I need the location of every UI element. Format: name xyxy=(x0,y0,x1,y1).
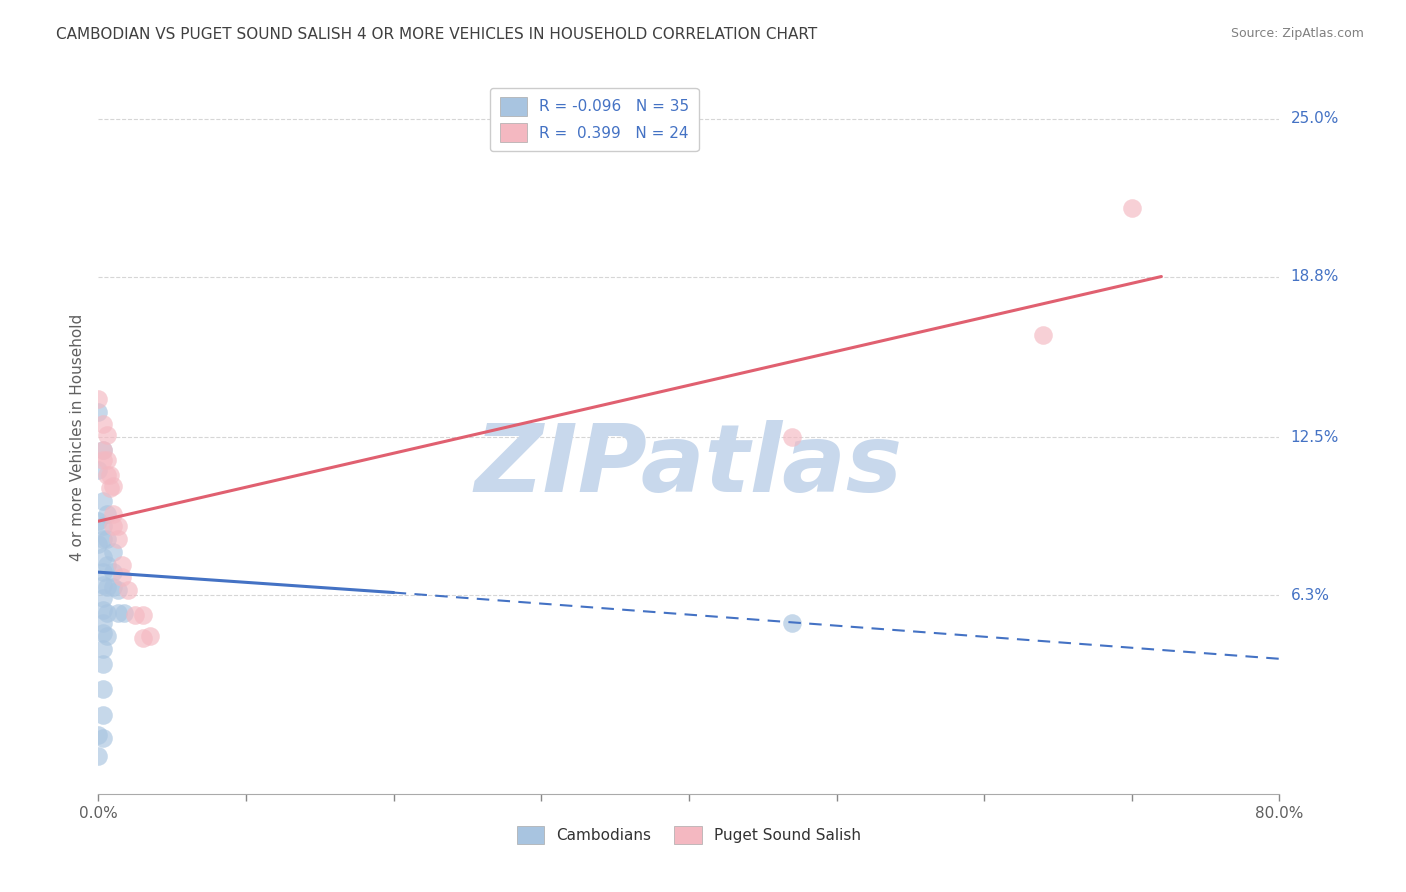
Point xyxy=(782,616,804,631)
Point xyxy=(91,591,114,605)
Point xyxy=(107,582,129,597)
Point xyxy=(96,558,118,572)
Point xyxy=(1032,328,1054,343)
Point xyxy=(1121,201,1143,215)
Point xyxy=(91,442,114,457)
Point xyxy=(91,519,114,533)
Point xyxy=(112,606,135,620)
Point xyxy=(91,603,114,617)
Point xyxy=(107,606,129,620)
Point xyxy=(139,629,162,643)
Point xyxy=(91,626,114,640)
Point xyxy=(96,532,118,546)
Point xyxy=(107,519,129,533)
Text: ZIPatlas: ZIPatlas xyxy=(475,419,903,512)
Point xyxy=(91,616,114,631)
Point xyxy=(98,481,121,495)
Point xyxy=(91,417,114,432)
Point xyxy=(124,608,146,623)
Point xyxy=(96,581,118,595)
Text: 12.5%: 12.5% xyxy=(1291,430,1339,444)
Point xyxy=(91,549,114,564)
Point xyxy=(91,657,114,671)
Point xyxy=(91,532,114,546)
Point xyxy=(96,629,118,643)
Point xyxy=(96,468,118,483)
Point xyxy=(91,453,114,467)
Point xyxy=(91,442,114,457)
Point xyxy=(96,427,118,442)
Text: 18.8%: 18.8% xyxy=(1291,269,1339,284)
Text: 6.3%: 6.3% xyxy=(1291,588,1330,603)
Point xyxy=(103,565,125,579)
Text: 25.0%: 25.0% xyxy=(1291,111,1339,126)
Point xyxy=(87,404,110,418)
Point xyxy=(96,606,118,620)
Text: Source: ZipAtlas.com: Source: ZipAtlas.com xyxy=(1230,27,1364,40)
Point xyxy=(91,707,114,722)
Point xyxy=(111,558,134,572)
Point xyxy=(91,493,114,508)
Point xyxy=(111,570,134,584)
Point xyxy=(87,392,110,406)
Point xyxy=(103,519,125,533)
Point xyxy=(96,507,118,521)
Point xyxy=(103,581,125,595)
Point xyxy=(132,632,155,646)
Point xyxy=(91,682,114,697)
Point xyxy=(87,537,110,551)
Point xyxy=(103,507,125,521)
Point xyxy=(87,728,110,742)
Text: CAMBODIAN VS PUGET SOUND SALISH 4 OR MORE VEHICLES IN HOUSEHOLD CORRELATION CHAR: CAMBODIAN VS PUGET SOUND SALISH 4 OR MOR… xyxy=(56,27,817,42)
Point xyxy=(91,641,114,656)
Point xyxy=(782,430,804,444)
Point xyxy=(87,514,110,528)
Point xyxy=(96,453,118,467)
Point xyxy=(132,608,155,623)
Point xyxy=(87,748,110,763)
Point xyxy=(103,545,125,559)
Point xyxy=(91,578,114,592)
Legend: Cambodians, Puget Sound Salish: Cambodians, Puget Sound Salish xyxy=(510,820,868,850)
Point xyxy=(107,532,129,546)
Point xyxy=(91,731,114,745)
Point xyxy=(103,478,125,492)
Point xyxy=(91,565,114,579)
Point xyxy=(87,463,110,477)
Point xyxy=(98,468,121,483)
Point xyxy=(117,582,139,597)
Y-axis label: 4 or more Vehicles in Household: 4 or more Vehicles in Household xyxy=(69,313,84,561)
